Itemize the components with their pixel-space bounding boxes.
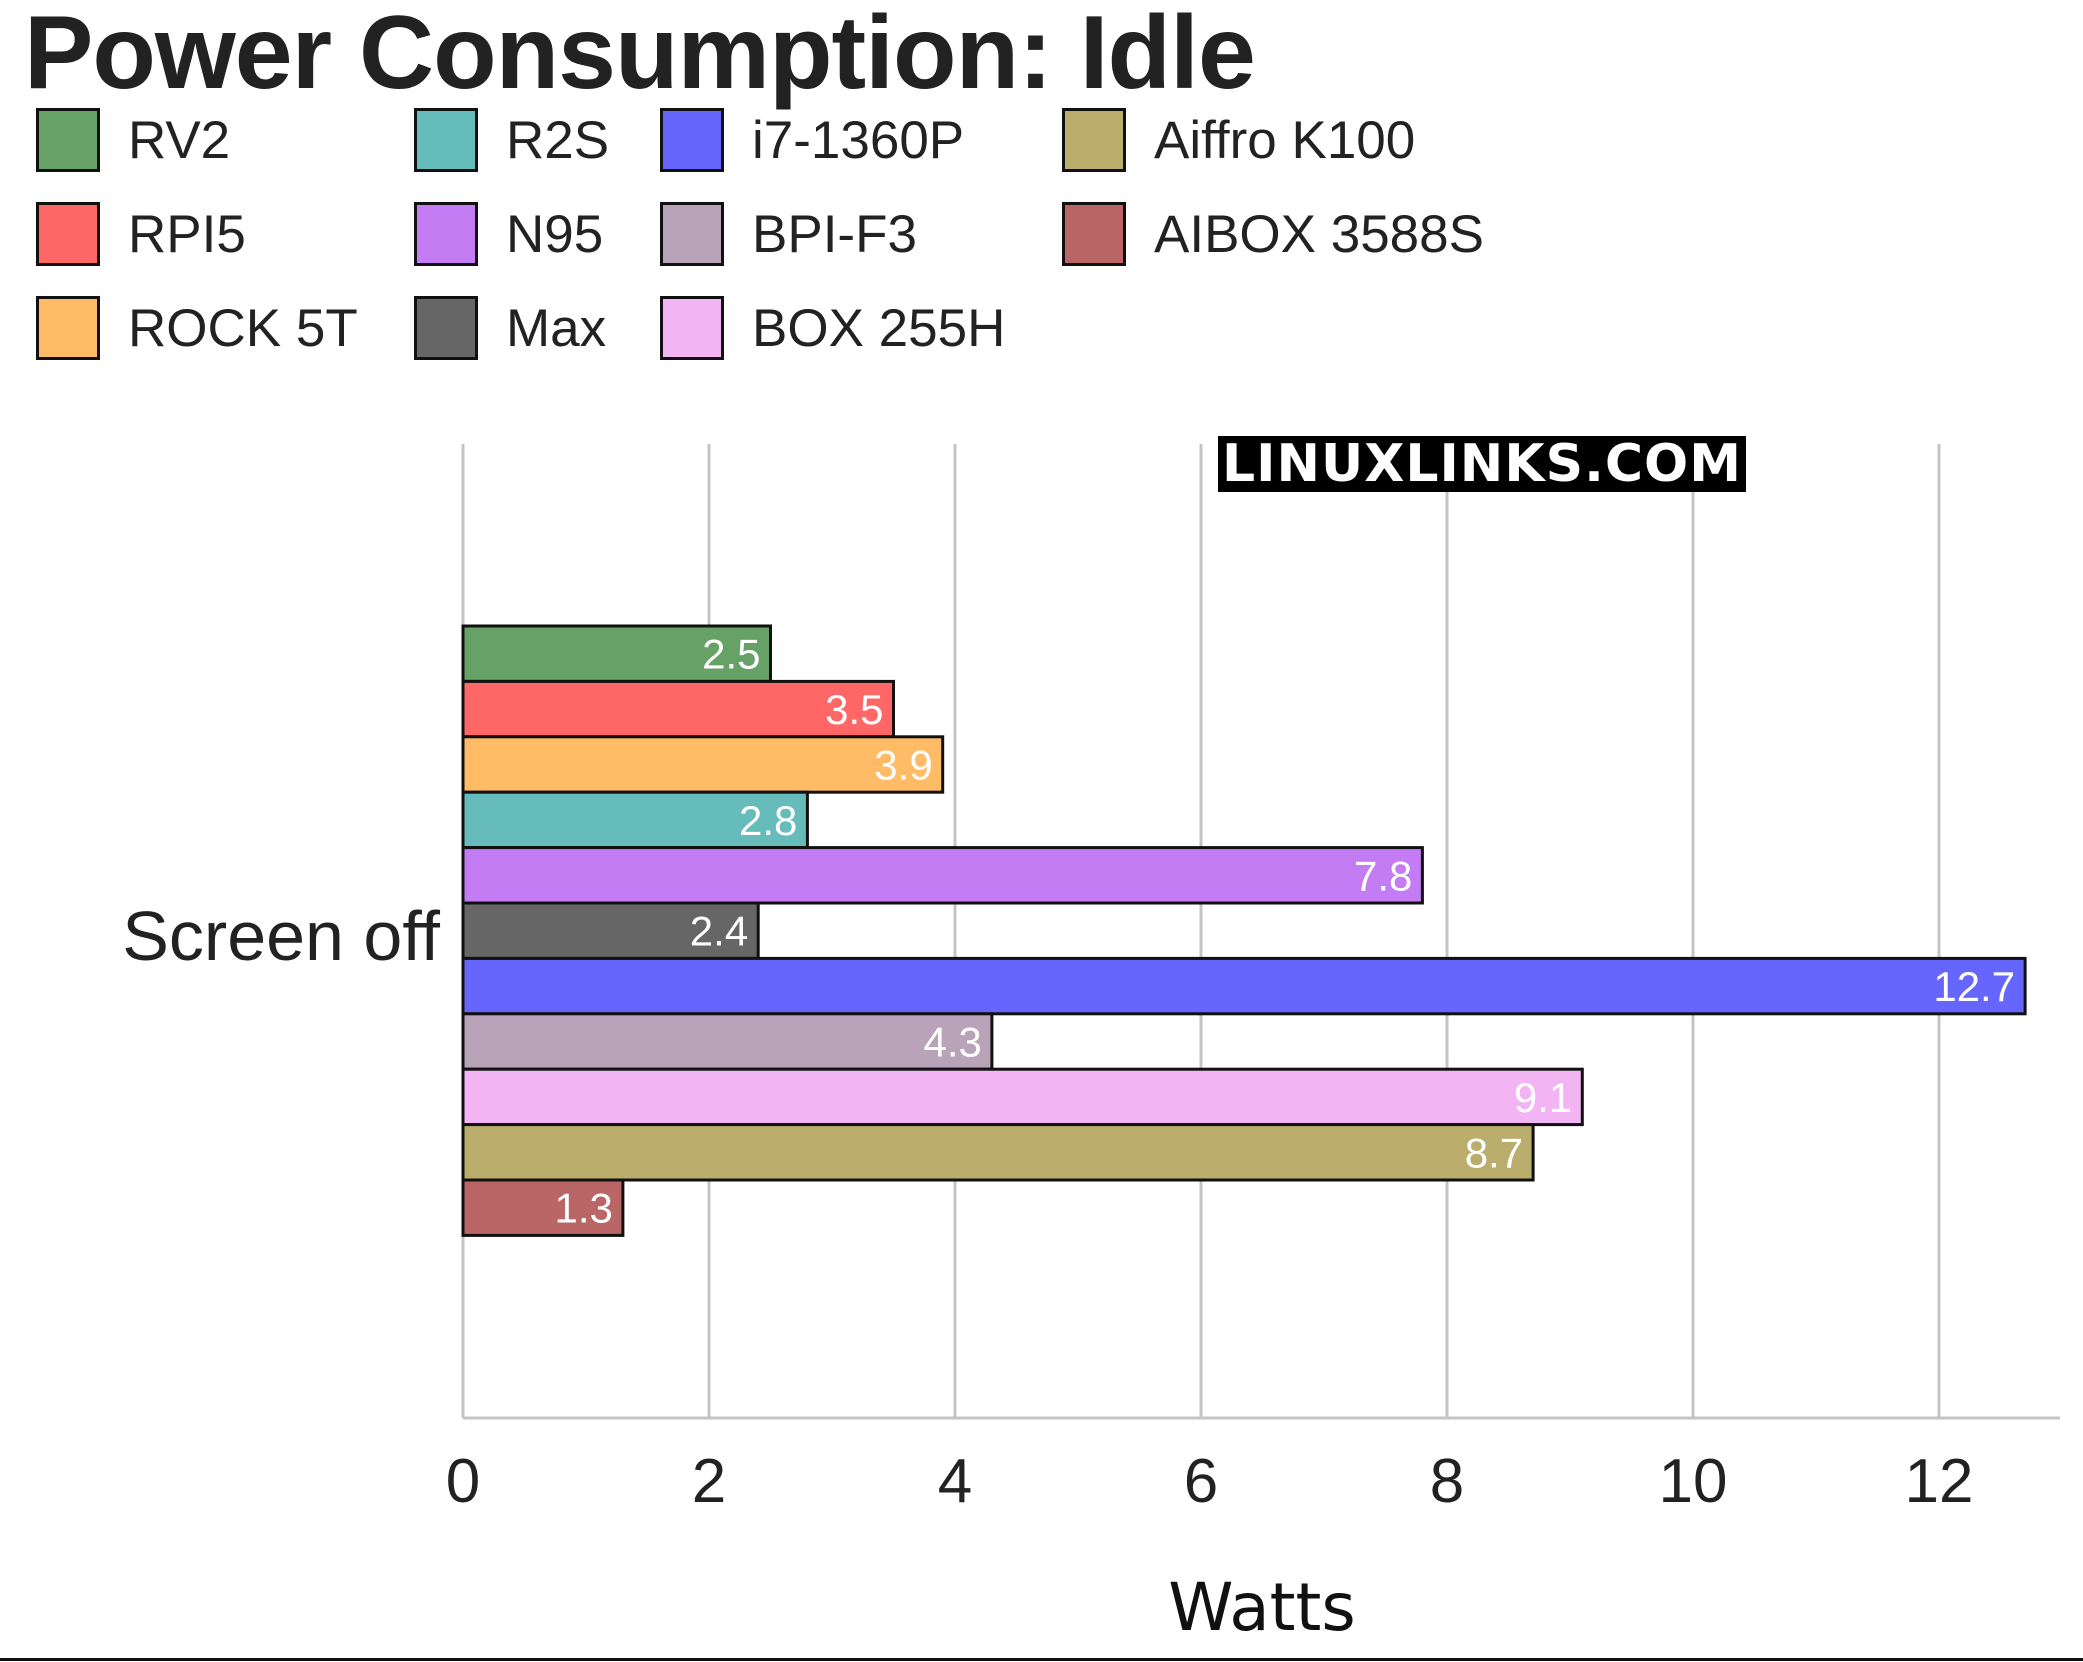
- legend-label: Aiffro K100: [1154, 110, 1416, 170]
- legend-label: RV2: [128, 110, 231, 170]
- chart-title: Power Consumption: Idle: [24, 0, 1256, 111]
- legend-item: RV2: [36, 108, 230, 172]
- bar: [461, 1178, 625, 1237]
- legend-label: N95: [506, 204, 604, 264]
- legend-label: RPI5: [128, 204, 246, 264]
- bar-value-label: 3.9: [874, 742, 932, 789]
- bar-value-label: 2.5: [702, 631, 760, 678]
- x-tick-label: 0: [446, 1447, 480, 1516]
- bar: [461, 735, 945, 794]
- legend-label: BPI-F3: [752, 204, 917, 264]
- legend-item: RPI5: [36, 202, 246, 266]
- legend-label: BOX 255H: [752, 298, 1006, 358]
- legend-item: Max: [414, 296, 606, 360]
- bar: [461, 679, 895, 739]
- legend-item: BPI-F3: [660, 202, 917, 266]
- legend-label: i7-1360P: [752, 110, 965, 170]
- x-tick-label: 2: [692, 1447, 726, 1516]
- y-category-label: Screen off: [122, 897, 440, 975]
- x-axis-title: Watts: [1168, 1569, 1356, 1646]
- bar: [461, 624, 772, 683]
- x-tick-label: 6: [1184, 1447, 1218, 1516]
- bar-value-label: 2.8: [739, 797, 797, 844]
- bar: [461, 1012, 994, 1071]
- legend-swatch: [660, 202, 724, 266]
- bar-value-label: 1.3: [555, 1185, 613, 1232]
- legend-swatch: [660, 296, 724, 360]
- bottom-divider: [0, 1658, 2083, 1661]
- legend-swatch: [36, 296, 100, 360]
- legend-item: BOX 255H: [660, 296, 1005, 360]
- legend-swatch: [660, 108, 724, 172]
- legend-swatch: [414, 108, 478, 172]
- legend-item: AIBOX 3588S: [1062, 202, 1484, 266]
- legend-swatch: [36, 202, 100, 266]
- legend-swatch: [36, 108, 100, 172]
- bar-value-label: 3.5: [825, 686, 883, 733]
- legend-swatch: [1062, 108, 1126, 172]
- legend-label: R2S: [506, 110, 610, 170]
- watermark-badge: LINUXLINKS.COM: [1218, 436, 1746, 492]
- x-tick-label: 4: [938, 1447, 972, 1516]
- legend-swatch: [414, 296, 478, 360]
- legend-item: i7-1360P: [660, 108, 964, 172]
- bar-value-label: 7.8: [1354, 852, 1412, 899]
- bar: [461, 1123, 1535, 1182]
- legend-item: ROCK 5T: [36, 296, 358, 360]
- bar: [461, 956, 2027, 1016]
- bar-value-label: 9.1: [1514, 1074, 1572, 1121]
- legend-swatch: [414, 202, 478, 266]
- legend-swatch: [1062, 202, 1126, 266]
- bar-value-label: 2.4: [690, 908, 748, 955]
- x-tick-label: 12: [1905, 1447, 1974, 1516]
- bar: [461, 846, 1424, 905]
- x-tick-label: 8: [1430, 1447, 1464, 1516]
- x-tick-label: 10: [1659, 1447, 1728, 1516]
- legend-item: Aiffro K100: [1062, 108, 1415, 172]
- legend-item: N95: [414, 202, 603, 266]
- legend: RV2 RPI5 ROCK 5T R2S N95 Max i7-1360P BPI-F3 BOX…: [0, 0, 2083, 420]
- legend-label: AIBOX 3588S: [1154, 204, 1484, 264]
- bar-value-label: 4.3: [924, 1019, 982, 1066]
- legend-item: R2S: [414, 108, 609, 172]
- bar-value-label: 12.7: [1933, 963, 2015, 1010]
- legend-label: ROCK 5T: [128, 298, 358, 358]
- bar: [461, 1067, 1584, 1127]
- bar-value-label: 8.7: [1465, 1129, 1523, 1176]
- legend-label: Max: [506, 298, 607, 358]
